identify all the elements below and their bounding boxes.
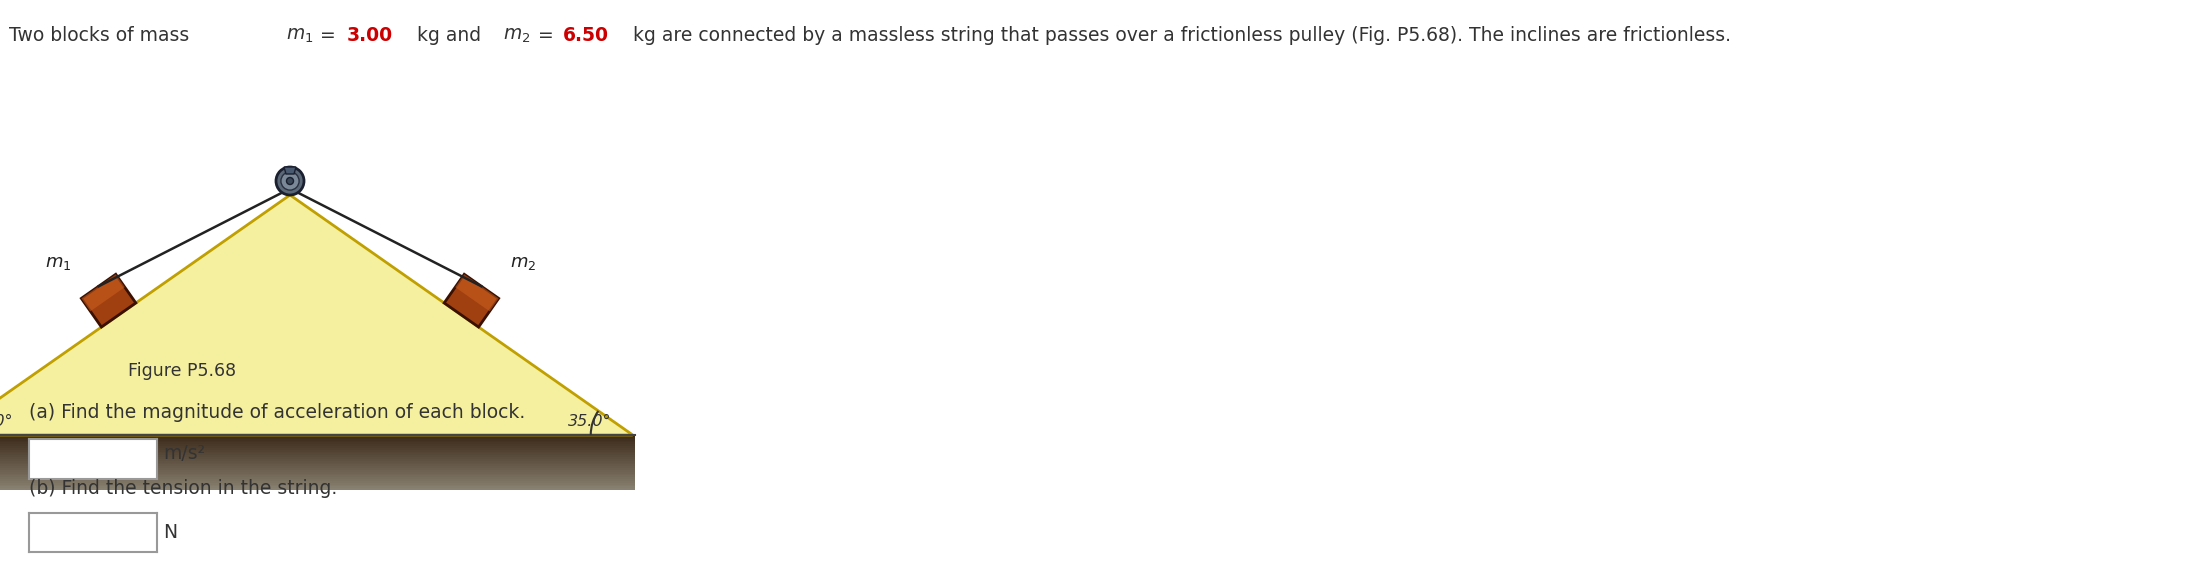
Circle shape — [280, 172, 300, 190]
Bar — [0, 484, 636, 487]
Bar — [0, 454, 636, 455]
Bar — [0, 437, 636, 438]
Bar — [0, 448, 636, 450]
Bar — [0, 483, 636, 484]
Text: =: = — [313, 26, 342, 45]
Bar — [0, 468, 636, 470]
Bar — [0, 455, 636, 457]
Polygon shape — [455, 274, 499, 311]
Bar — [0, 446, 636, 448]
Bar — [0, 479, 636, 481]
Text: 35.0°: 35.0° — [567, 414, 611, 429]
Bar — [0, 443, 636, 444]
Bar — [0, 488, 636, 490]
Bar — [0, 459, 636, 461]
Bar — [0, 465, 636, 466]
Text: kg and: kg and — [411, 26, 486, 45]
Bar — [0, 487, 636, 488]
Text: m/s²: m/s² — [163, 444, 205, 463]
Text: 35.0°: 35.0° — [0, 414, 13, 429]
Polygon shape — [82, 274, 137, 327]
Bar — [0, 473, 636, 476]
Text: $m_1$: $m_1$ — [287, 26, 313, 45]
Bar — [0, 451, 636, 454]
Bar — [0, 470, 636, 472]
Bar — [0, 457, 636, 459]
Text: 6.50: 6.50 — [563, 26, 609, 45]
Bar — [0, 466, 636, 468]
Polygon shape — [0, 195, 633, 435]
Bar — [0, 472, 636, 473]
Circle shape — [276, 167, 305, 195]
Text: 3.00: 3.00 — [346, 26, 393, 45]
Bar — [0, 462, 636, 465]
Bar — [0, 444, 636, 446]
Bar — [0, 476, 636, 477]
Text: Figure P5.68: Figure P5.68 — [128, 362, 236, 380]
Bar — [0, 438, 636, 440]
Bar — [0, 477, 636, 479]
Text: (b) Find the tension in the string.: (b) Find the tension in the string. — [29, 478, 338, 498]
Text: $m_2$: $m_2$ — [503, 26, 530, 45]
Bar — [0, 450, 636, 451]
Polygon shape — [82, 274, 126, 311]
Polygon shape — [444, 274, 499, 327]
Text: kg are connected by a massless string that passes over a frictionless pulley (Fi: kg are connected by a massless string th… — [627, 26, 1730, 45]
Bar — [0, 435, 636, 437]
Bar — [0, 481, 636, 483]
Bar — [0, 440, 636, 443]
Text: $m_1$: $m_1$ — [46, 254, 73, 272]
Polygon shape — [285, 167, 296, 174]
Text: =: = — [532, 26, 561, 45]
Text: Two blocks of mass: Two blocks of mass — [9, 26, 194, 45]
Text: $m_2$: $m_2$ — [510, 254, 536, 272]
Text: N: N — [163, 523, 177, 542]
Circle shape — [287, 177, 294, 184]
Text: (a) Find the magnitude of acceleration of each block.: (a) Find the magnitude of acceleration o… — [29, 403, 525, 422]
Bar — [0, 461, 636, 462]
